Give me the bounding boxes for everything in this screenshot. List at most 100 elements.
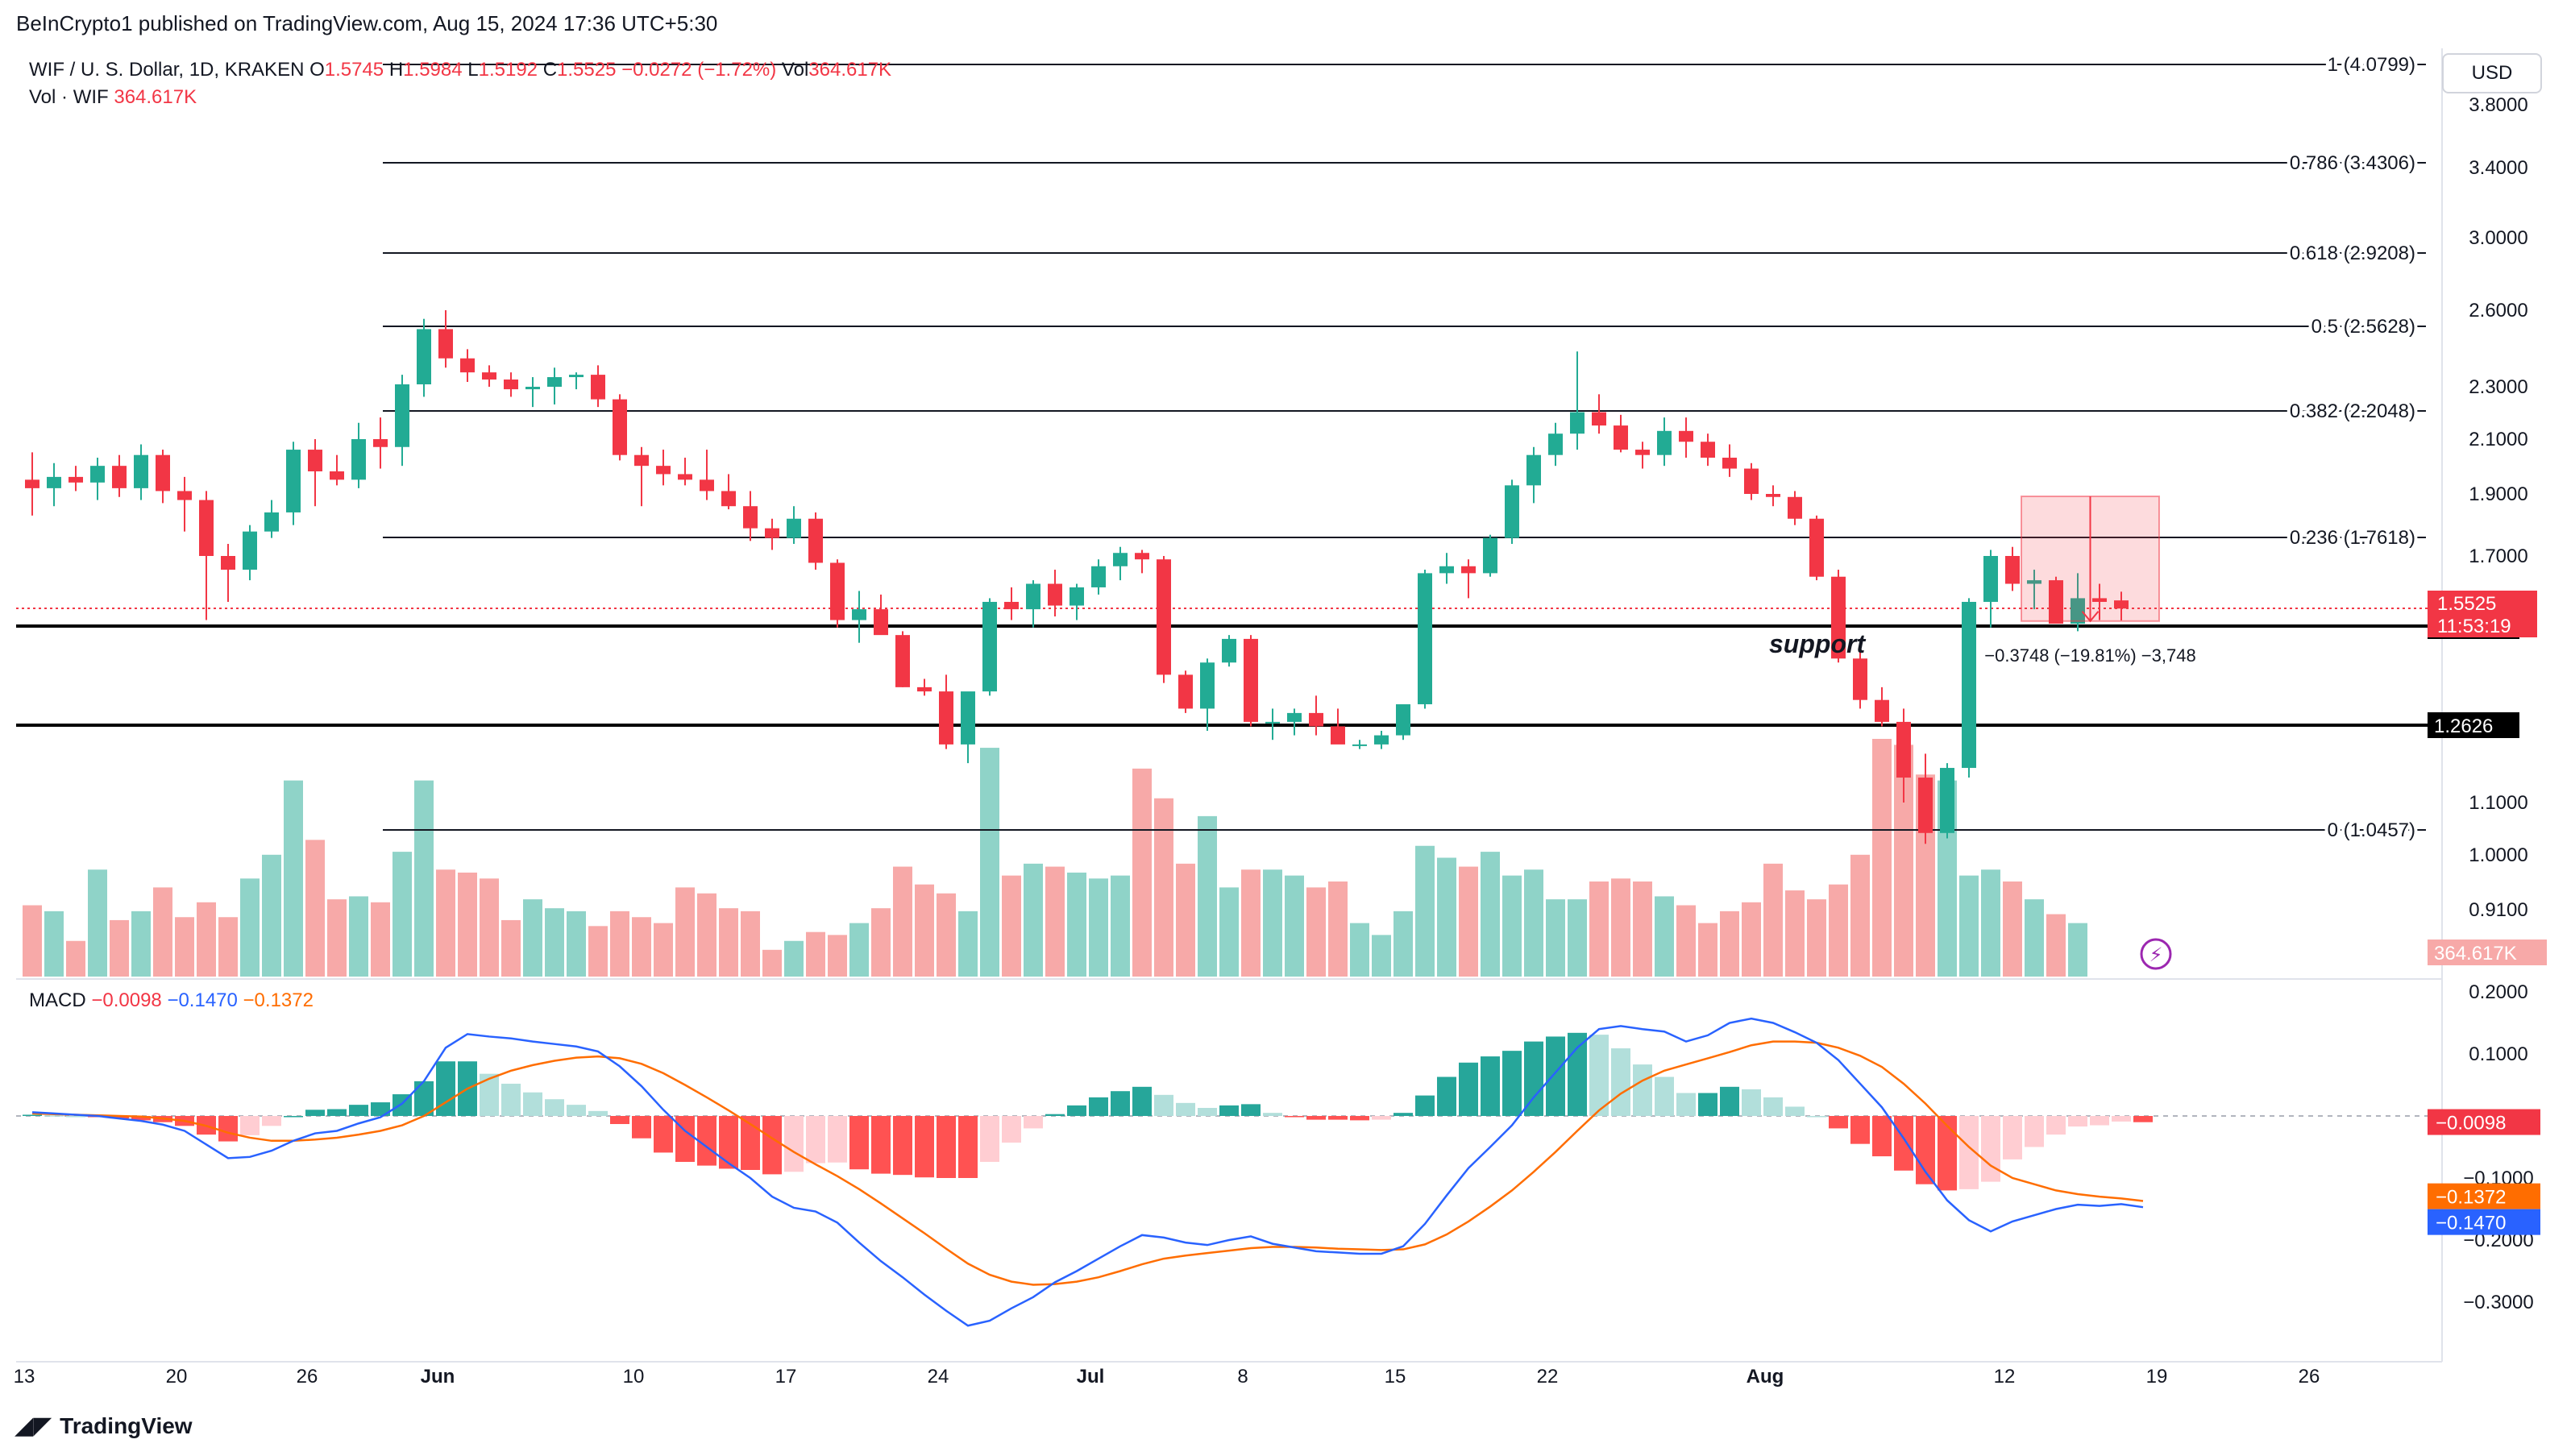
candle-body <box>1309 712 1323 727</box>
macd-histogram-bar <box>1111 1091 1130 1116</box>
volume-bar <box>1132 768 1152 977</box>
volume-bar <box>2068 923 2087 977</box>
volume-bar <box>1285 875 1304 977</box>
volume-bar <box>806 931 825 977</box>
volume-bar <box>545 908 564 977</box>
candle-body <box>1200 662 1215 709</box>
volume-bar <box>784 940 804 977</box>
candle-body <box>90 466 105 483</box>
candle-body <box>1766 494 1780 497</box>
time-tick-label: 20 <box>166 1366 188 1388</box>
macd-histogram-bar <box>23 1114 42 1116</box>
volume-bar <box>610 911 629 977</box>
price-tick-label: 0.9100 <box>2469 899 2527 921</box>
fibonacci-levels: 1 (4.0799) 0.786 (3.4306) 0.618 (2.9208) 0.… <box>383 51 2426 844</box>
tradingview-logo[interactable]: ◢◤ TradingView <box>15 1412 193 1440</box>
volume-bar <box>480 878 499 977</box>
volume-bar <box>1481 852 1500 977</box>
volume-bar <box>240 878 260 977</box>
candle-body <box>982 601 997 692</box>
volume-bar <box>1045 866 1065 977</box>
macd-histogram-bar <box>2112 1116 2131 1122</box>
macd-histogram-bar <box>1132 1086 1152 1116</box>
fib-label: 0.236 (1.7618) <box>2290 527 2415 549</box>
candle-body <box>25 479 39 488</box>
macd-histogram-bar <box>915 1116 934 1178</box>
candle-body <box>1831 576 1846 659</box>
fib-label: 0 (1.0457) <box>2328 819 2415 841</box>
macd-histogram-bar <box>1198 1107 1217 1116</box>
volume-bar <box>44 911 64 977</box>
candle-body <box>47 476 61 488</box>
macd-histogram-bar <box>1415 1095 1435 1116</box>
volume-bar <box>2025 899 2044 977</box>
currency-button[interactable]: USD <box>2442 53 2542 93</box>
macd-value-label: −0.1372 <box>2436 1187 2506 1209</box>
candle-body <box>1875 699 1889 722</box>
volume-legend-label[interactable]: Vol · WIF <box>29 86 109 108</box>
volume-bar <box>1067 872 1086 977</box>
macd-histogram-bar <box>762 1116 782 1175</box>
volume-bar <box>501 919 521 977</box>
volume-bar <box>1502 875 1522 977</box>
candle-body <box>1614 425 1628 450</box>
macd-histogram-bar <box>218 1116 238 1142</box>
macd-histogram-bar <box>588 1110 608 1116</box>
macd-value-tag <box>2428 1209 2540 1235</box>
macd-histogram-bar <box>697 1116 716 1166</box>
candle-body <box>2005 556 2020 584</box>
candle-body <box>525 387 540 390</box>
macd-histogram-bar <box>719 1116 738 1169</box>
candle-body <box>1026 583 1040 610</box>
volume-bar <box>1981 869 2000 977</box>
volume-bar <box>1263 869 1282 977</box>
candle-body <box>1157 559 1171 675</box>
candlesticks <box>25 310 2129 844</box>
volume-bar <box>1546 899 1565 977</box>
volume-bar <box>1568 899 1587 977</box>
symbol-title[interactable]: WIF / U. S. Dollar, 1D, KRAKEN <box>29 59 305 81</box>
macd-histogram-bar <box>284 1116 303 1118</box>
volume-bar <box>915 884 934 977</box>
volume-bar <box>1589 881 1609 977</box>
fib-label: 1 (4.0799) <box>2328 54 2415 76</box>
volume-bar <box>1959 875 1979 977</box>
macd-histogram-bar <box>1459 1062 1478 1116</box>
macd-histogram-bar <box>828 1116 847 1163</box>
macd-histogram-bar <box>675 1116 695 1162</box>
volume-bar <box>175 917 194 977</box>
measure-text: −0.3748 (−19.81%) −3,748 <box>1984 645 2195 666</box>
volume-bar <box>1415 845 1435 977</box>
vol-value: 364.617K <box>808 59 892 81</box>
volume-bar <box>2003 881 2022 977</box>
candle-body <box>1526 454 1541 486</box>
macd-legend-label[interactable]: MACD <box>29 989 86 1011</box>
candle-body <box>1744 468 1759 494</box>
volume-bar <box>1459 866 1478 977</box>
macd-histogram-bar <box>262 1116 281 1126</box>
macd-histogram-bar <box>958 1116 978 1178</box>
macd-value-label: −0.1470 <box>2436 1213 2506 1234</box>
macd-histogram-bar <box>2090 1116 2109 1126</box>
price-tick-label: 1.0000 <box>2469 844 2527 866</box>
volume-bar <box>1785 890 1805 977</box>
volume-bar <box>632 917 651 977</box>
macd-histogram-bar <box>1589 1035 1609 1116</box>
fib-label: 0.5 (2.5628) <box>2311 316 2415 338</box>
macd-histogram-bar <box>1981 1116 2000 1182</box>
volume-bar <box>436 869 455 977</box>
low-label: L <box>467 59 479 81</box>
volume-bar <box>1024 863 1043 977</box>
macd-histogram-bar <box>501 1083 521 1116</box>
candle-body <box>1222 638 1236 663</box>
ohlc-row: WIF / U. S. Dollar, 1D, KRAKEN O1.5745 H… <box>29 56 891 84</box>
lightning-icon-glyph: ⚡ <box>2149 944 2163 966</box>
macd-histogram-bar <box>567 1105 586 1116</box>
macd-histogram-bar <box>436 1061 455 1116</box>
candle-body <box>2071 598 2085 624</box>
volume-bar <box>762 949 782 977</box>
volume-bar <box>741 911 760 977</box>
macd-histogram-bar <box>1785 1106 1805 1116</box>
measure-tool[interactable]: −0.3748 (−19.81%) −3,748 <box>1984 496 2196 666</box>
